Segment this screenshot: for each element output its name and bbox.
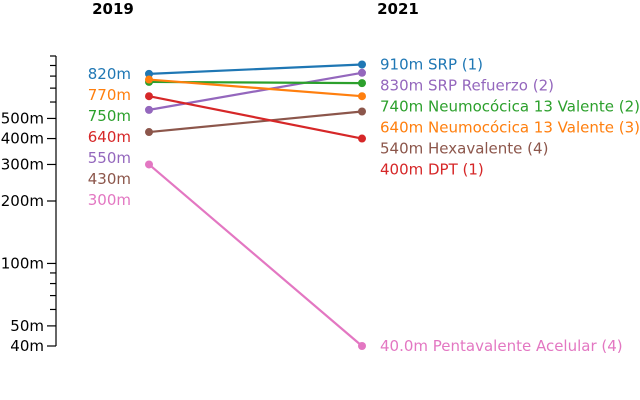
start-value-label: 430m	[88, 170, 131, 188]
year-label-2019: 2019	[92, 0, 134, 18]
point-2021	[358, 342, 366, 350]
series-line	[148, 71, 363, 111]
series-line	[148, 78, 363, 98]
start-value-labels: 820m 770m 750m 640m 550m 430m 300m	[88, 65, 131, 209]
y-tick-label: 400m	[1, 130, 44, 148]
point-2019	[145, 128, 153, 137]
start-value-label: 750m	[88, 107, 131, 125]
start-value-label: 770m	[88, 86, 131, 104]
y-tick-label: 100m	[1, 254, 44, 272]
y-tick-label: 200m	[1, 192, 44, 210]
point-2019	[145, 69, 153, 78]
series-line	[148, 163, 363, 347]
end-value-label: 830m SRP Refuerzo (2)	[380, 76, 554, 94]
end-value-label: 740m Neumocócica 13 Valente (2)	[380, 97, 640, 115]
series-line	[148, 110, 363, 134]
start-value-label: 820m	[88, 65, 131, 83]
point-2021	[358, 107, 366, 116]
point-2019	[145, 105, 153, 114]
end-value-label: 540m Hexavalente (4)	[380, 139, 548, 157]
y-tick-label: 300m	[1, 155, 44, 173]
end-value-label: 40.0m Pentavalente Acelular (4)	[380, 337, 623, 355]
end-value-label: 640m Neumocócica 13 Valente (3)	[380, 118, 640, 136]
end-value-label: 910m SRP (1)	[380, 55, 483, 73]
start-value-label: 300m	[88, 191, 131, 209]
series-line	[148, 63, 363, 75]
point-2021	[358, 92, 366, 101]
series-line	[148, 95, 363, 140]
series-lines	[145, 60, 366, 350]
y-tick-label: 50m	[10, 317, 44, 335]
point-2021	[358, 79, 366, 88]
start-value-label: 550m	[88, 149, 131, 167]
point-2021	[358, 134, 366, 143]
point-2019	[145, 75, 153, 84]
y-tick-label: 500m	[1, 109, 44, 127]
point-2021	[358, 68, 366, 77]
start-value-label: 640m	[88, 128, 131, 146]
point-2019	[145, 160, 153, 169]
y-axis: 40m 50m 100m 200m 300m 400m 500m	[1, 55, 57, 355]
point-2021	[358, 60, 366, 69]
end-value-labels: 910m SRP (1) 830m SRP Refuerzo (2) 740m Ne…	[380, 55, 640, 355]
end-value-label: 400m DPT (1)	[380, 160, 484, 178]
year-label-2021: 2021	[377, 0, 419, 18]
point-2019	[145, 92, 153, 101]
y-tick-label: 40m	[10, 337, 44, 355]
